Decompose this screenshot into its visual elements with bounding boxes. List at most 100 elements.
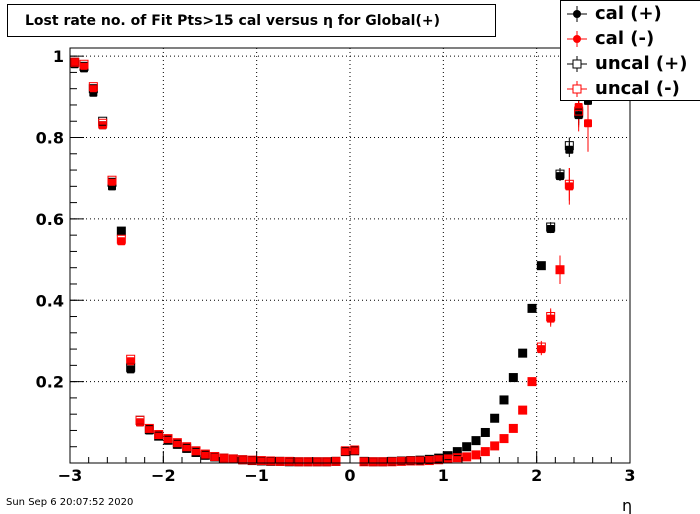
- data-point: [369, 457, 378, 466]
- legend-entry-uncal-minus: uncal (-): [561, 77, 700, 101]
- data-point: [201, 450, 210, 459]
- x-axis-label: η: [622, 496, 632, 514]
- data-point: [172, 438, 182, 448]
- data-point: [313, 457, 322, 466]
- data-point: [107, 175, 117, 185]
- x-tick-label: 3: [624, 466, 635, 485]
- legend-label: cal (-): [595, 28, 655, 49]
- x-tick-label: −2: [151, 466, 176, 485]
- data-point: [508, 373, 518, 383]
- data-point: [527, 303, 537, 313]
- data-point: [490, 441, 500, 451]
- data-point: [210, 452, 219, 461]
- data-point: [555, 265, 565, 275]
- data-point: [117, 237, 126, 246]
- data-point: [126, 354, 136, 364]
- axes: −3 −2 −1 0 1 2 3 0.2 0.4 0.6 0.8 1: [36, 47, 636, 485]
- data-point: [88, 82, 98, 92]
- data-point: [266, 456, 275, 465]
- data-point: [350, 445, 359, 454]
- data-point: [303, 457, 313, 467]
- filled-circle-marker-icon: [567, 6, 587, 22]
- data-point: [574, 106, 584, 116]
- data-point: [163, 434, 173, 444]
- data-point: [453, 453, 462, 462]
- data-point: [312, 457, 322, 467]
- data-point: [247, 455, 257, 465]
- y-tick-label: 0.8: [36, 129, 64, 148]
- data-point: [555, 169, 565, 179]
- data-point: [480, 447, 490, 457]
- data-point: [219, 453, 229, 463]
- data-point: [536, 342, 546, 352]
- data-point: [191, 446, 201, 456]
- data-point: [527, 377, 537, 387]
- data-point: [584, 119, 592, 128]
- data-point: [304, 457, 312, 466]
- data-point: [472, 450, 480, 459]
- data-point: [248, 456, 256, 465]
- x-tick-label: −1: [244, 466, 269, 485]
- data-point: [266, 456, 276, 466]
- data-point: [331, 456, 341, 466]
- data-point: [490, 413, 500, 423]
- data-point: [462, 442, 472, 452]
- data-point: [285, 457, 294, 466]
- data-point: [509, 373, 518, 382]
- data-point: [518, 406, 527, 415]
- data-points: [70, 57, 592, 467]
- data-point: [480, 427, 490, 437]
- data-point: [294, 457, 304, 467]
- data-point: [135, 415, 145, 425]
- data-point: [378, 457, 388, 467]
- timestamp: Sun Sep 6 20:07:52 2020: [6, 497, 134, 508]
- data-point: [89, 84, 98, 93]
- y-tick-label: 0.4: [36, 291, 64, 310]
- data-point: [116, 234, 126, 244]
- data-point: [145, 424, 154, 433]
- data-point: [546, 222, 556, 232]
- data-point: [546, 225, 555, 234]
- data-point: [378, 457, 387, 466]
- data-point: [518, 349, 527, 358]
- data-point: [471, 450, 481, 460]
- data-point: [210, 451, 220, 461]
- error-bars: [531, 86, 589, 386]
- data-point: [481, 428, 490, 437]
- data-point: [499, 395, 509, 405]
- data-point: [508, 423, 518, 433]
- grid-lines: [70, 48, 630, 463]
- data-point: [136, 418, 144, 427]
- data-point: [556, 265, 564, 274]
- legend: cal (+) cal (-) uncal (+) uncal (-): [560, 0, 700, 101]
- data-point: [126, 357, 135, 366]
- data-point: [452, 447, 462, 457]
- data-point: [564, 179, 574, 189]
- filled-circle-marker-icon: [567, 31, 587, 47]
- data-point: [126, 365, 135, 374]
- data-point: [322, 457, 331, 466]
- data-point: [229, 454, 238, 463]
- data-point: [154, 430, 164, 440]
- x-tick-label: 0: [344, 466, 355, 485]
- data-point: [368, 457, 378, 467]
- open-square-marker-icon: [567, 56, 587, 72]
- data-point: [546, 314, 555, 323]
- data-point: [518, 405, 528, 415]
- legend-entry-cal-minus: cal (-): [561, 27, 700, 51]
- data-point: [322, 457, 332, 467]
- data-point: [490, 441, 499, 450]
- data-point: [359, 457, 369, 467]
- data-point: [444, 454, 452, 463]
- y-tick-label: 0.6: [36, 210, 64, 229]
- data-point: [182, 442, 192, 452]
- data-point: [294, 457, 303, 466]
- data-point: [471, 436, 481, 446]
- data-point: [256, 456, 266, 466]
- data-point: [415, 456, 425, 466]
- y-tick-label: 0.2: [36, 373, 64, 392]
- data-point: [200, 449, 210, 459]
- data-point: [536, 261, 546, 271]
- data-point: [500, 395, 508, 404]
- data-point: [341, 446, 350, 455]
